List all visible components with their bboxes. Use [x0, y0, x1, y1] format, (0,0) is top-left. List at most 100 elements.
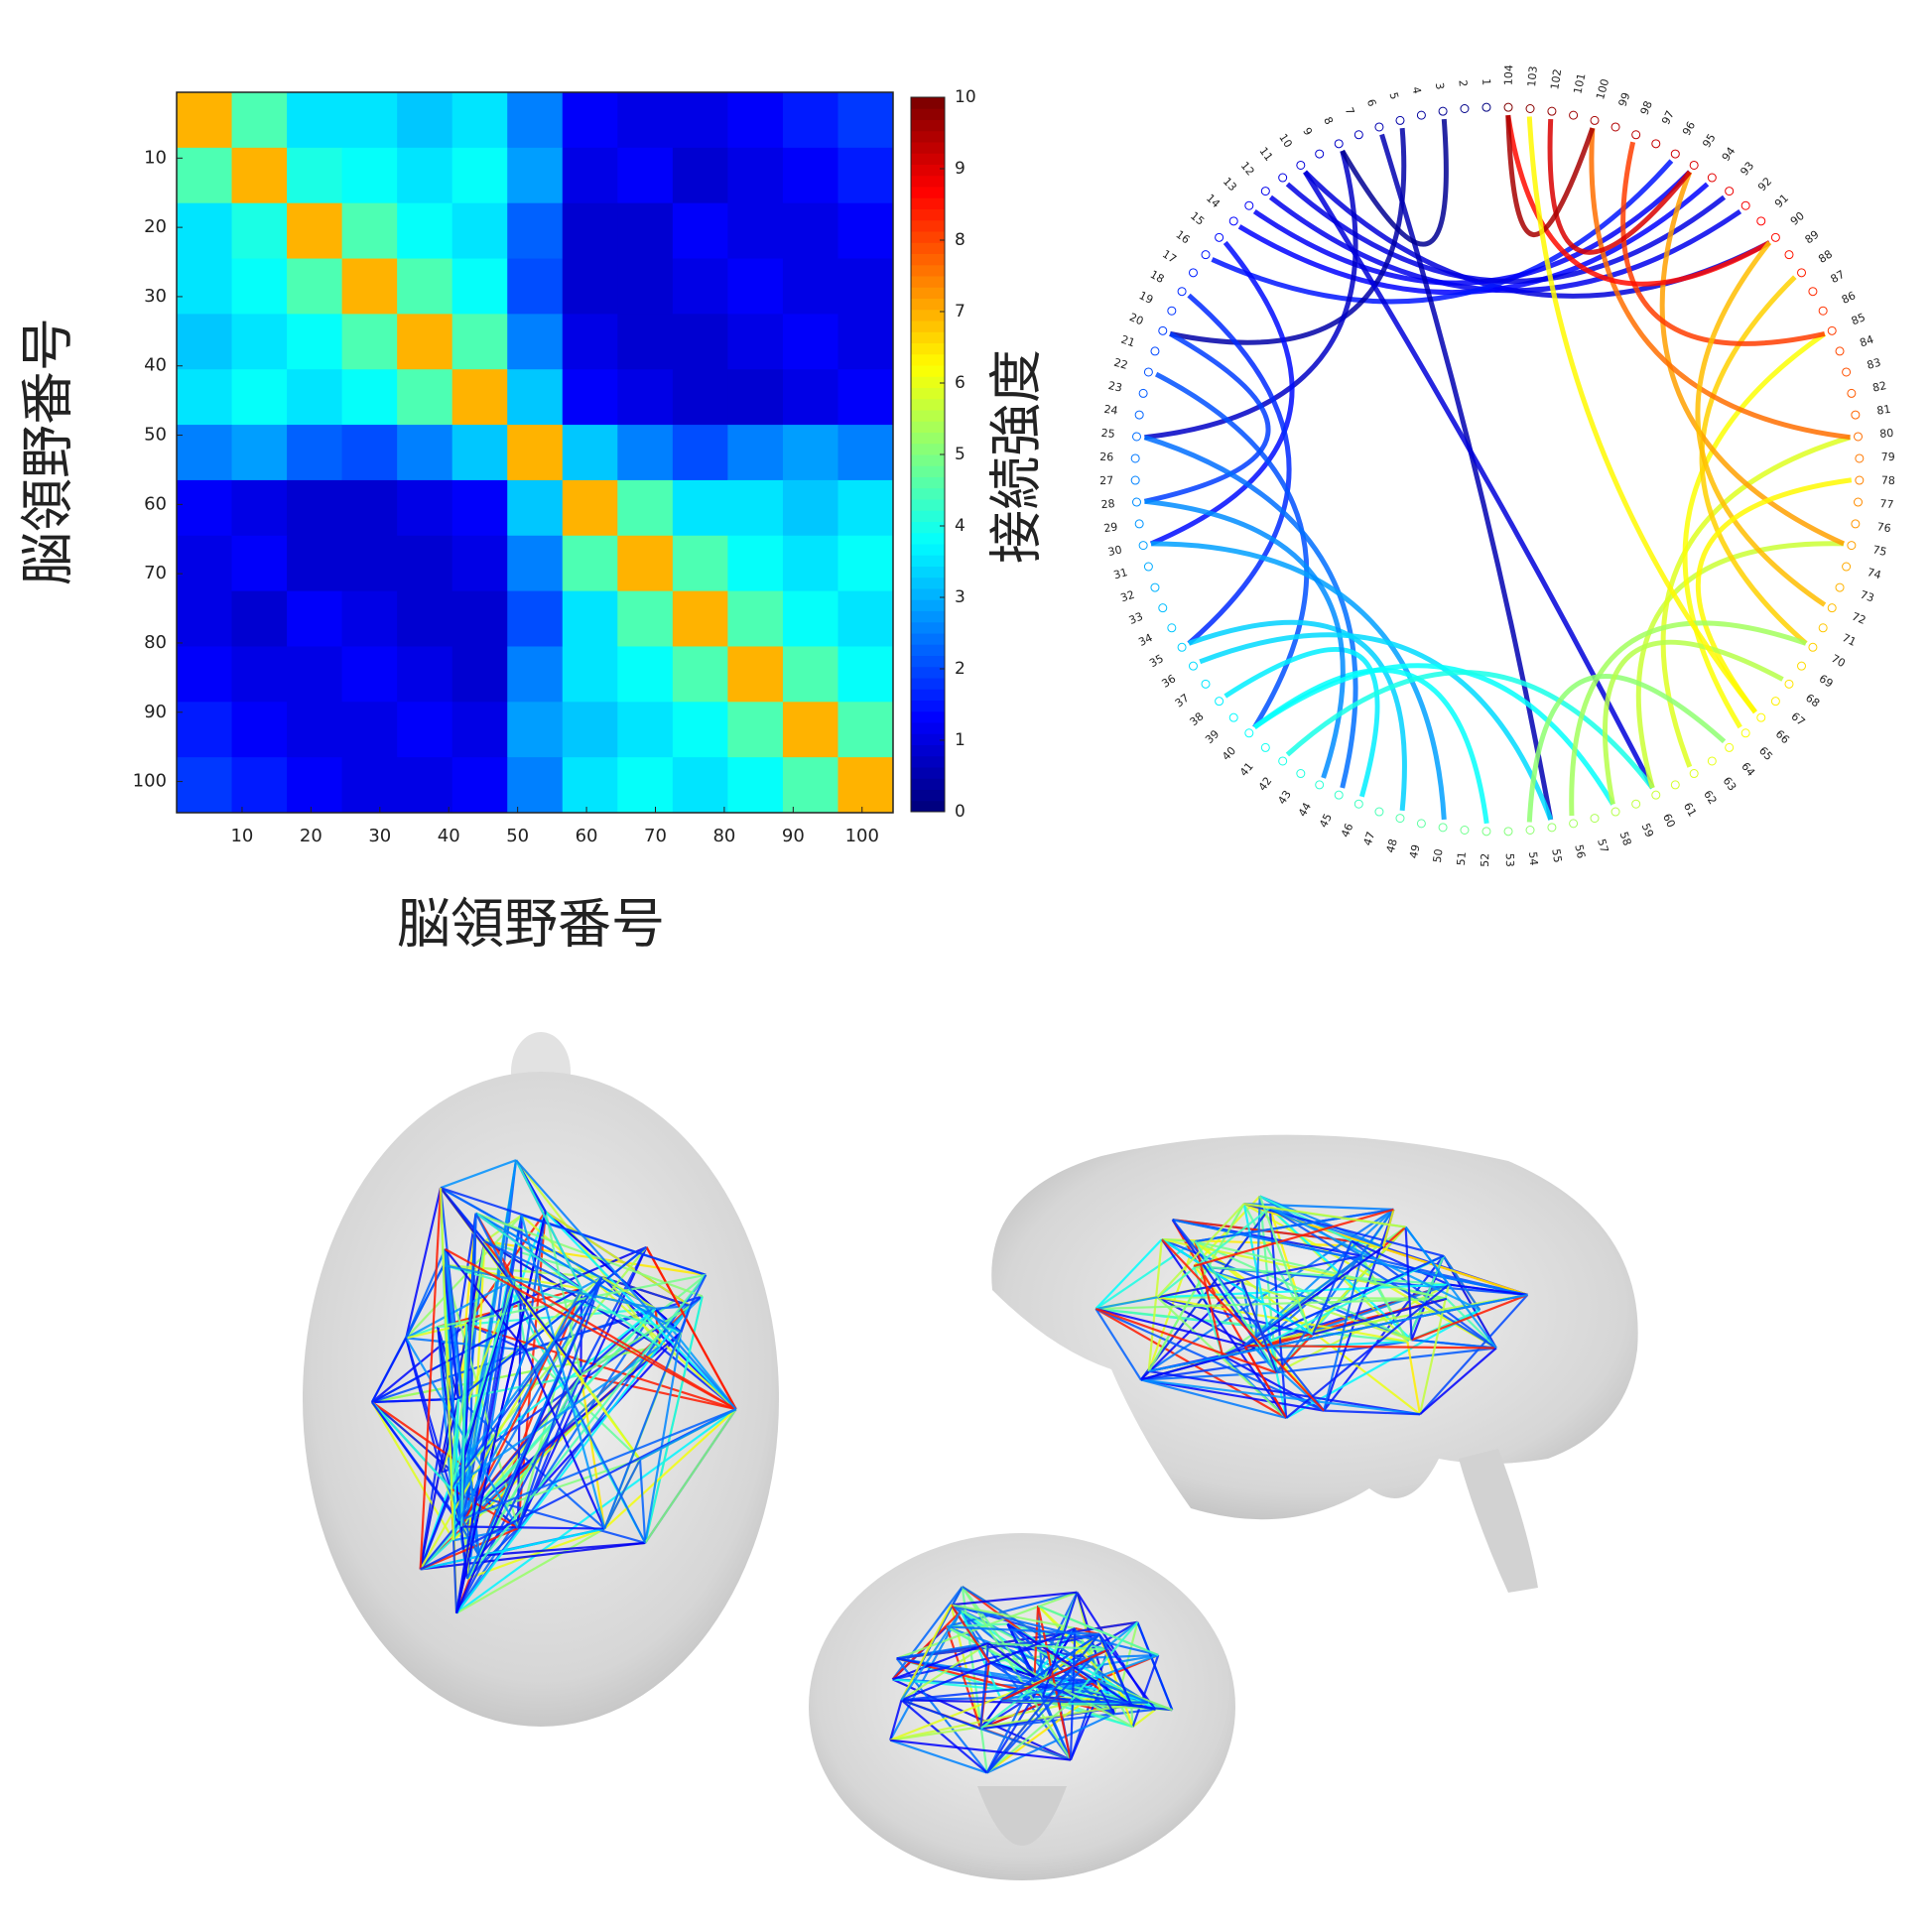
network-edge [516, 1215, 523, 1529]
chord-node-label: 43 [1275, 788, 1294, 807]
heatmap-cell [782, 702, 838, 758]
colorbar-step [911, 710, 945, 723]
chord-node [1818, 623, 1828, 633]
colorbar-step [911, 321, 945, 332]
network-edge [513, 1278, 737, 1411]
heatmap-cell [617, 646, 674, 703]
network-edge [1095, 1307, 1408, 1344]
chord-link [1635, 541, 1845, 789]
chord-node-label: 104 [1502, 64, 1516, 85]
chord-node [1851, 519, 1861, 529]
chord-node [1460, 826, 1470, 836]
colorbar-step [911, 487, 945, 500]
network-edge [1097, 1633, 1157, 1711]
chord-node-label: 40 [1220, 744, 1238, 763]
network-edge [1269, 1207, 1497, 1350]
network-edge [477, 1374, 582, 1557]
chord-node [1842, 367, 1852, 377]
network-edge [1095, 1308, 1142, 1381]
colorbar-step [911, 253, 945, 266]
chord-node-label: 1 [1480, 78, 1492, 85]
network-edge [946, 1625, 1099, 1635]
network-edge [440, 1159, 517, 1190]
chord-node-label: 12 [1238, 159, 1257, 178]
chord-node-label: 63 [1721, 775, 1739, 794]
heatmap-cell [727, 702, 784, 758]
heatmap-cell [562, 702, 618, 758]
network-edge [419, 1374, 582, 1571]
chord-node [1143, 367, 1153, 377]
brainstem [1459, 1449, 1538, 1593]
network-edge [951, 1591, 1078, 1607]
chord-node-label: 15 [1188, 209, 1207, 228]
network-edge [987, 1642, 1036, 1678]
network-edge [891, 1586, 964, 1681]
heatmap-cell [562, 147, 618, 204]
chord-node-label: 54 [1526, 851, 1540, 866]
colorbar-step [911, 208, 945, 221]
network-edge [638, 1459, 647, 1543]
chord-node-label: 52 [1479, 853, 1491, 867]
heatmap-cell [287, 147, 343, 204]
chord-node-label: 50 [1431, 848, 1446, 864]
chord-node [1797, 661, 1807, 671]
network-edge [460, 1324, 468, 1527]
y-tick-label: 40 [144, 355, 167, 376]
heatmap-cell [177, 92, 233, 149]
network-edge [1096, 1679, 1149, 1704]
network-edge [458, 1408, 737, 1522]
heatmap-cell [451, 425, 508, 481]
network-edge [1076, 1592, 1115, 1715]
chord-node [1689, 769, 1699, 779]
chord-node [1374, 122, 1384, 132]
chord-node [1134, 519, 1144, 529]
chord-node-label: 76 [1876, 520, 1892, 535]
heatmap-cell [231, 258, 288, 315]
chord-node [1827, 325, 1837, 335]
network-edge [1195, 1208, 1394, 1243]
chord-node-label: 11 [1257, 145, 1276, 164]
network-edge [1001, 1699, 1173, 1712]
chord-node-label: 89 [1803, 228, 1822, 247]
chord-node-label: 95 [1700, 131, 1719, 150]
network-edge [545, 1211, 692, 1307]
heatmap-cell [562, 590, 618, 647]
network-edge [1240, 1279, 1278, 1373]
network-edge [900, 1641, 989, 1702]
chord-node-label: 41 [1237, 760, 1256, 779]
chord-node-label: 46 [1339, 822, 1355, 839]
chord-node [1201, 250, 1211, 260]
heatmap-cell [617, 258, 674, 315]
network-edge [1006, 1622, 1132, 1706]
network-edge [890, 1739, 1072, 1761]
colorbar-step [911, 767, 945, 779]
chord-node-label: 34 [1136, 631, 1154, 649]
chord-node [1334, 790, 1344, 800]
chord-node-label: 19 [1137, 289, 1155, 307]
heatmap-cell [507, 92, 564, 149]
colorbar-step [911, 175, 945, 188]
network-edge [1324, 1409, 1421, 1416]
network-edge [1037, 1605, 1159, 1657]
network-edge [1243, 1203, 1394, 1211]
chord-link [1211, 159, 1674, 305]
colorbar-step [911, 499, 945, 511]
heatmap-cell [507, 369, 564, 426]
network-edge [444, 1248, 527, 1352]
heatmap-cell [507, 702, 564, 758]
network-edge [1448, 1283, 1528, 1297]
x-axis-label: 脳領野番号 [397, 893, 665, 956]
network-edge [419, 1288, 583, 1570]
chord-node [1131, 432, 1141, 442]
heatmap-cell [507, 314, 564, 370]
chord-node-label: 102 [1548, 68, 1564, 91]
chord-node [1130, 475, 1140, 485]
chord-node-label: 56 [1572, 843, 1588, 859]
network-edge [1442, 1255, 1481, 1311]
chord-node-label: 99 [1616, 91, 1633, 108]
chord-node [1215, 232, 1224, 242]
network-edge [520, 1215, 606, 1529]
chord-node [1689, 160, 1699, 170]
chord-node [1610, 122, 1620, 132]
chord-node [1244, 200, 1254, 210]
